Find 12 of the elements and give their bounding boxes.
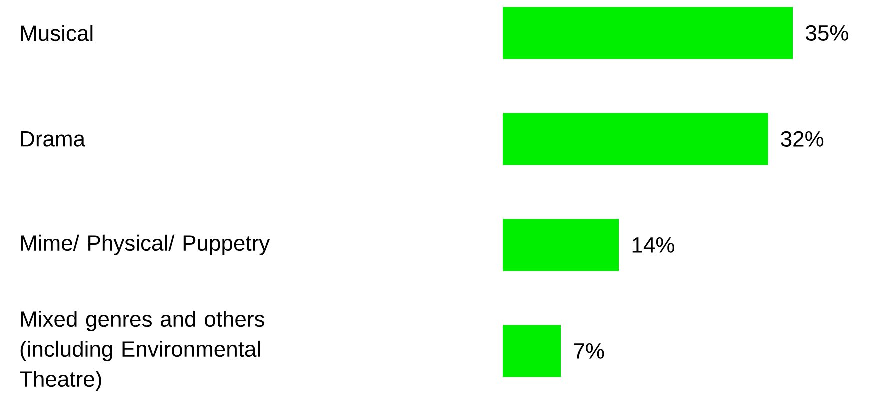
bar bbox=[503, 7, 793, 60]
data-label: 14% bbox=[632, 237, 674, 253]
bar bbox=[503, 113, 768, 166]
bar bbox=[503, 219, 619, 272]
y-tick-label: Mixed genres and others (including Environmental Theatre) bbox=[20, 310, 264, 392]
data-label: 35% bbox=[806, 25, 848, 41]
y-tick-label: Mime/ Physical/ Puppetry bbox=[21, 234, 270, 256]
y-tick-label: Musical bbox=[21, 25, 93, 42]
data-label: 32% bbox=[781, 131, 824, 147]
bar bbox=[503, 325, 561, 378]
y-tick-label: Drama bbox=[21, 131, 86, 147]
data-label: 7% bbox=[574, 343, 604, 359]
